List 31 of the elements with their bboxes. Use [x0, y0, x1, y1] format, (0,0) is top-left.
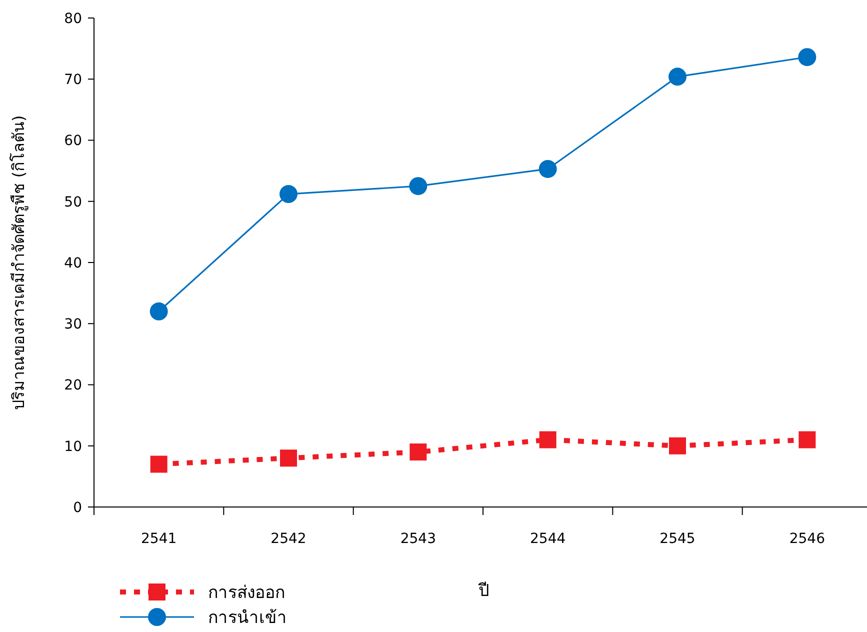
- point: [798, 48, 816, 66]
- y-tick-label: 80: [64, 10, 82, 27]
- point: [798, 431, 816, 448]
- y-tick-label: 60: [64, 133, 82, 150]
- point: [150, 456, 168, 473]
- x-tick-label: 2542: [270, 531, 306, 547]
- legend-label: การนำเข้า: [208, 608, 287, 628]
- x-tick-label: 2546: [789, 531, 826, 547]
- point: [668, 68, 686, 86]
- point: [538, 160, 557, 178]
- y-axis-title: ปริมาณของสารเคมีกำจัดศัตรูพืช (กิโลตัน): [9, 115, 29, 410]
- point: [280, 185, 298, 204]
- x-tick-label: 2543: [400, 531, 436, 547]
- x-tick-label: 2544: [530, 531, 566, 547]
- point: [669, 437, 686, 454]
- point: [539, 431, 556, 448]
- point: [280, 450, 297, 467]
- x-tick-label: 2545: [660, 531, 696, 547]
- point: [150, 302, 168, 320]
- y-tick-label: 40: [64, 255, 82, 272]
- point: [410, 443, 427, 460]
- x-tick-label: 2541: [141, 531, 177, 547]
- y-tick-label: 10: [64, 438, 82, 455]
- y-tick-label: 30: [64, 316, 82, 333]
- y-tick-label: 20: [64, 378, 82, 394]
- y-tick-label: 70: [64, 72, 82, 88]
- y-tick-label: 50: [64, 194, 82, 210]
- x-axis-title: ปี: [478, 581, 490, 601]
- legend-label: การส่งออก: [208, 582, 285, 603]
- point: [409, 177, 428, 196]
- y-tick-label: 0: [73, 500, 82, 516]
